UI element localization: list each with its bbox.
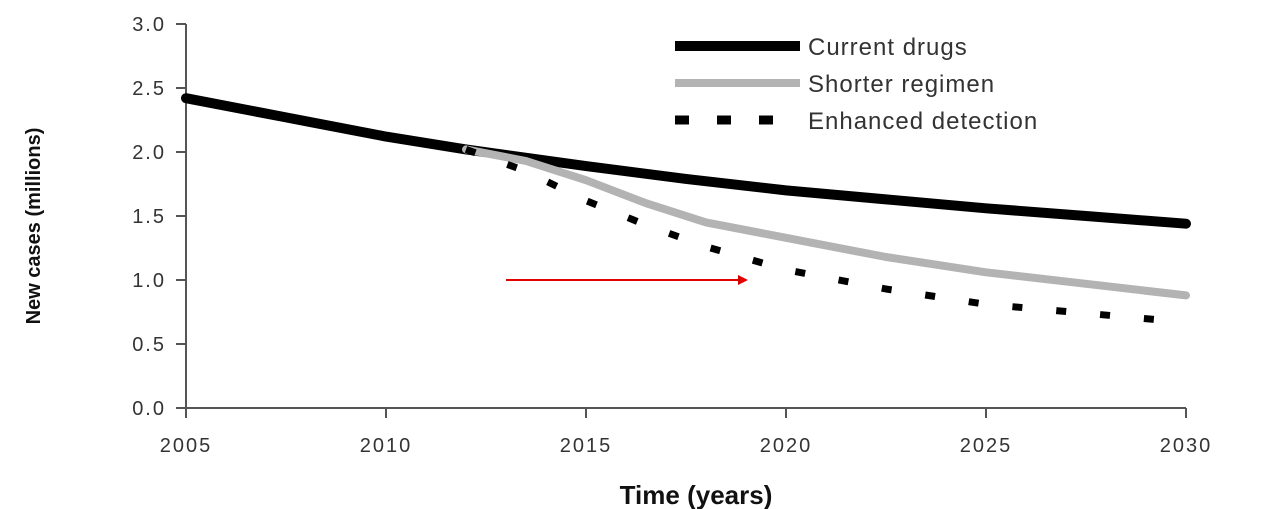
axes: 0.0 0.5 1.0 1.5 2.0 2.5 3.0 2005 2010 2015 2020 202… [132,14,1213,457]
series-line-1 [462,145,1190,300]
legend-label-2: Enhanced detection [808,108,1038,135]
y-tick-label: 1.0 [132,270,166,292]
series-line-0 [181,93,1191,229]
legend-label-0: Current drugs [808,34,968,61]
series-line-2 [464,146,1187,326]
y-tick-label: 1.5 [132,206,166,228]
series-layer [181,93,1191,326]
x-tick-label: 2020 [760,435,813,457]
legend: Current drugs Shorter regimen Enhanced det… [675,34,1038,135]
y-tick-label: 3.0 [132,14,166,36]
legend-label-1: Shorter regimen [808,71,995,98]
y-tick-label: 0.5 [132,334,166,356]
y-tick-label: 2.0 [132,142,166,164]
x-tick-label: 2015 [560,435,613,457]
x-tick-label: 2025 [960,435,1013,457]
x-axis-title: Time (years) [620,480,773,509]
y-axis-title: New cases (millions) [23,128,45,325]
y-tick-label: 2.5 [132,78,166,100]
y-tick-label: 0.0 [132,398,166,420]
x-tick-label: 2030 [1160,435,1213,457]
x-tick-label: 2005 [160,435,213,457]
x-tick-label: 2010 [360,435,413,457]
